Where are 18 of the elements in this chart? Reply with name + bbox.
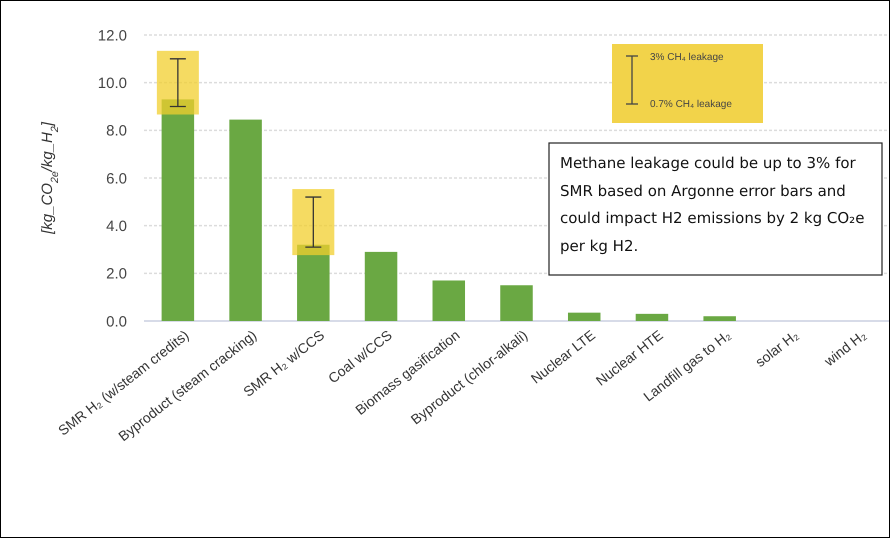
y-tick-label: 0.0 xyxy=(106,313,127,330)
annotation: Methane leakage could be up to 3% for SMR based on Argonne error bars and could impact H2 emissions by 2 kg CO₂e per kg H2. xyxy=(560,153,866,256)
y-tick-label: 2.0 xyxy=(106,266,127,283)
annotation: 3% CH₄ leakage xyxy=(650,52,724,63)
y-tick-label: 10.0 xyxy=(98,74,127,92)
y-tick-label: 6.0 xyxy=(106,170,127,188)
bar xyxy=(500,285,533,321)
y-tick-label: 12.0 xyxy=(98,27,127,44)
y-tick-label: 8.0 xyxy=(106,122,127,140)
x-tick-label: solar H₂ xyxy=(752,326,802,370)
bar xyxy=(703,316,736,321)
bar xyxy=(432,280,466,321)
y-tick-label: 4.0 xyxy=(106,218,127,235)
bar xyxy=(636,314,668,321)
bar xyxy=(568,312,600,321)
annotation: 0.7% CH₄ leakage xyxy=(650,99,732,110)
bar xyxy=(229,120,262,321)
bar xyxy=(364,252,398,321)
